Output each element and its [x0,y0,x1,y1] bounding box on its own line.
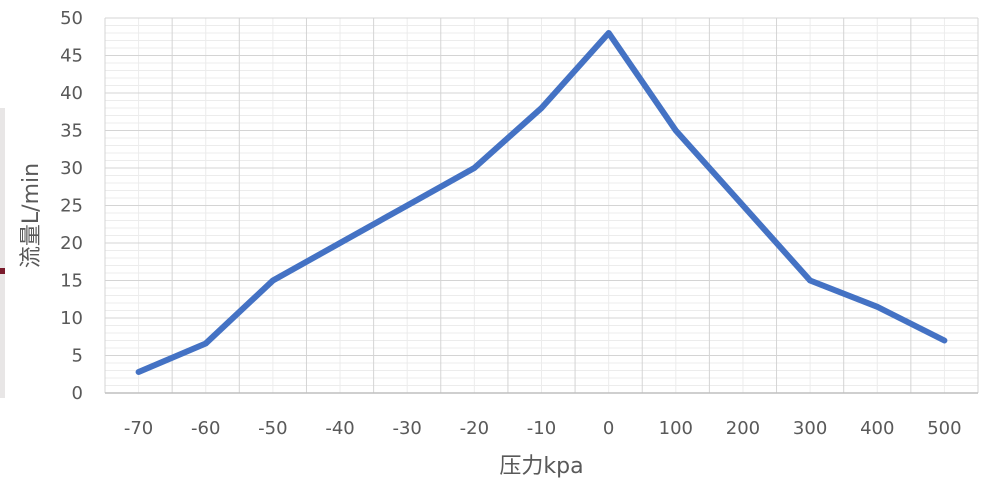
cropped-left-edge [0,108,5,398]
y-axis-ticks: 0 5 10 15 20 25 30 35 40 45 50 [60,8,83,404]
y-tick-label: 10 [60,308,83,329]
y-tick-label: 30 [60,158,83,179]
x-tick-label: -70 [124,418,153,439]
y-tick-label: 50 [60,8,83,29]
x-tick-label: -50 [258,418,287,439]
series-line [135,30,948,375]
x-tick-label: 100 [659,418,693,439]
y-tick-label: 40 [60,83,83,104]
y-tick-label: 20 [60,233,83,254]
x-tick-label: 500 [927,418,961,439]
x-axis-ticks: -70 -60 -50 -40 -30 -20 -10 0 100 200 300 400 500 [124,418,962,439]
x-tick-label: 400 [860,418,894,439]
x-tick-label: -30 [392,418,421,439]
x-tick-label: 200 [726,418,760,439]
x-tick-label: 300 [793,418,827,439]
y-tick-label: 35 [60,121,83,142]
y-tick-label: 5 [72,346,83,367]
y-tick-label: 45 [60,46,83,67]
y-tick-label: 25 [60,196,83,217]
y-axis-label: 流量L/min [19,163,44,268]
major-gridlines [104,17,979,393]
y-tick-label: 0 [72,383,83,404]
x-tick-label: -60 [191,418,220,439]
series-group [135,30,948,375]
y-tick-label: 15 [60,271,83,292]
x-tick-label: -20 [460,418,489,439]
x-tick-label: 0 [603,418,614,439]
x-tick-label: -10 [527,418,556,439]
x-axis-label: 压力kpa [499,454,583,479]
x-tick-label: -40 [325,418,354,439]
